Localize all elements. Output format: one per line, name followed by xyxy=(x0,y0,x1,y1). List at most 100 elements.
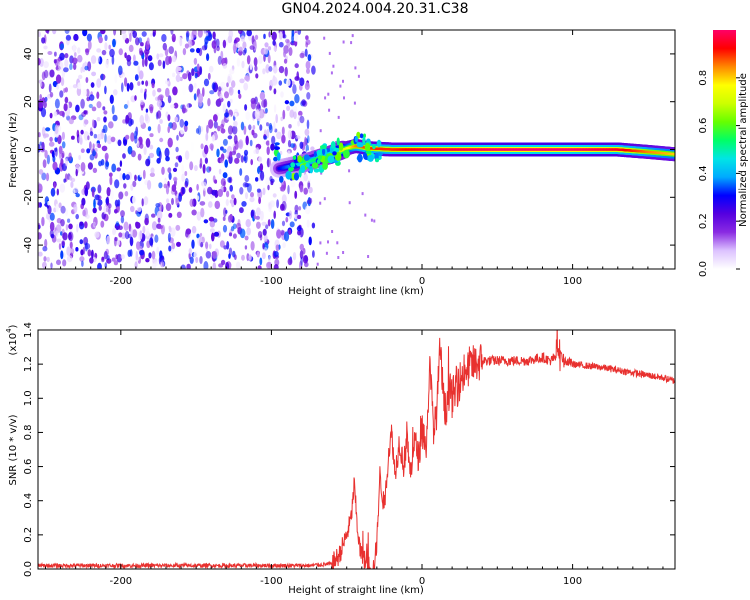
noise-blob xyxy=(205,35,210,41)
noise-blob xyxy=(222,148,227,153)
noise-blob xyxy=(62,259,67,267)
noise-blob xyxy=(244,175,250,183)
noise-blob xyxy=(141,57,145,68)
noise-blob xyxy=(280,229,285,236)
noise-blob xyxy=(104,160,109,170)
noise-blob xyxy=(103,116,107,123)
noise-speck xyxy=(357,74,360,78)
signal-blob xyxy=(305,163,310,168)
noise-blob xyxy=(149,237,154,246)
noise-blob xyxy=(233,134,238,145)
noise-blob xyxy=(137,153,142,161)
noise-blob xyxy=(40,107,47,118)
noise-blob xyxy=(166,198,170,204)
noise-blob xyxy=(259,257,263,266)
noise-blob xyxy=(256,251,260,258)
noise-blob xyxy=(242,41,247,49)
noise-blob xyxy=(306,68,310,74)
noise-blob xyxy=(82,30,88,37)
scale-factor-close: ) xyxy=(8,324,19,328)
snr-y-axis-label: SNR (10 * v/v) xyxy=(8,414,19,485)
noise-blob xyxy=(123,183,127,189)
noise-blob xyxy=(190,142,194,152)
noise-blob xyxy=(143,91,147,100)
noise-blob xyxy=(271,31,277,41)
noise-blob xyxy=(97,128,101,134)
noise-blob xyxy=(301,99,306,106)
colorbar-ticks: 0.0 0.2 0.4 0.6 0.8 xyxy=(698,70,740,277)
colorbar-tick-label: 0.0 xyxy=(698,261,709,277)
noise-blob xyxy=(209,90,215,95)
noise-blob xyxy=(59,90,64,98)
colorbar-tick-label: 0.8 xyxy=(698,70,709,86)
noise-blob xyxy=(180,264,186,269)
noise-blob xyxy=(248,254,252,261)
noise-blob xyxy=(191,239,195,249)
noise-blob xyxy=(125,174,130,181)
signal-blob xyxy=(364,142,371,152)
noise-blob xyxy=(235,261,241,269)
noise-blob xyxy=(130,150,136,158)
noise-blob xyxy=(38,251,43,257)
noise-blob xyxy=(168,172,172,181)
noise-blob xyxy=(138,70,144,80)
noise-blob xyxy=(167,114,171,122)
noise-blob xyxy=(246,55,251,65)
noise-blob xyxy=(78,74,83,80)
noise-blob xyxy=(287,257,293,266)
noise-blob xyxy=(63,103,68,112)
noise-blob xyxy=(42,261,47,269)
noise-blob xyxy=(264,42,269,48)
noise-blob xyxy=(38,169,44,175)
noise-blob xyxy=(162,60,166,69)
noise-blob xyxy=(199,66,203,75)
signal-blob xyxy=(322,148,326,156)
noise-blob xyxy=(64,96,69,104)
noise-blob xyxy=(278,80,283,86)
noise-blob xyxy=(303,187,309,195)
noise-blob xyxy=(167,95,172,104)
noise-blob xyxy=(194,72,198,79)
noise-blob xyxy=(254,65,258,72)
noise-blob xyxy=(114,74,118,84)
noise-blob xyxy=(172,72,176,78)
noise-blob xyxy=(164,48,169,57)
noise-blob xyxy=(150,167,155,174)
noise-blob xyxy=(176,134,179,141)
noise-blob xyxy=(281,126,285,136)
noise-blob xyxy=(232,233,237,239)
noise-blob xyxy=(159,137,164,143)
signal-blob xyxy=(362,136,366,144)
signal-blob xyxy=(365,150,372,154)
noise-speck xyxy=(332,64,335,68)
noise-blob xyxy=(256,207,261,216)
noise-blob xyxy=(97,143,102,149)
noise-blob xyxy=(191,209,197,216)
noise-blob xyxy=(181,173,185,182)
noise-blob xyxy=(255,73,259,79)
noise-blob xyxy=(156,100,162,108)
noise-blob xyxy=(113,89,118,96)
noise-blob xyxy=(151,250,156,260)
noise-blob xyxy=(158,53,164,58)
noise-blob xyxy=(207,98,211,107)
noise-blob xyxy=(104,34,108,41)
noise-blob xyxy=(203,219,209,224)
noise-blob xyxy=(239,207,244,214)
noise-blob xyxy=(55,203,59,213)
snr-y-ticks: 0.0 0.2 0.4 0.6 0.8 1.0 1.2 1.4 xyxy=(23,322,675,577)
noise-blob xyxy=(89,131,94,137)
noise-blob xyxy=(97,55,100,63)
noise-blob xyxy=(115,221,120,227)
noise-blob xyxy=(165,203,172,211)
noise-blob xyxy=(186,103,189,109)
noise-blob xyxy=(122,153,126,159)
noise-blob xyxy=(238,139,244,150)
noise-blob xyxy=(120,210,125,218)
noise-blob xyxy=(255,147,260,155)
noise-blob xyxy=(297,120,300,127)
noise-blob xyxy=(157,88,162,93)
noise-blob xyxy=(263,98,268,109)
scale-factor-base: (x10 xyxy=(8,333,19,356)
noise-blob xyxy=(63,178,66,183)
